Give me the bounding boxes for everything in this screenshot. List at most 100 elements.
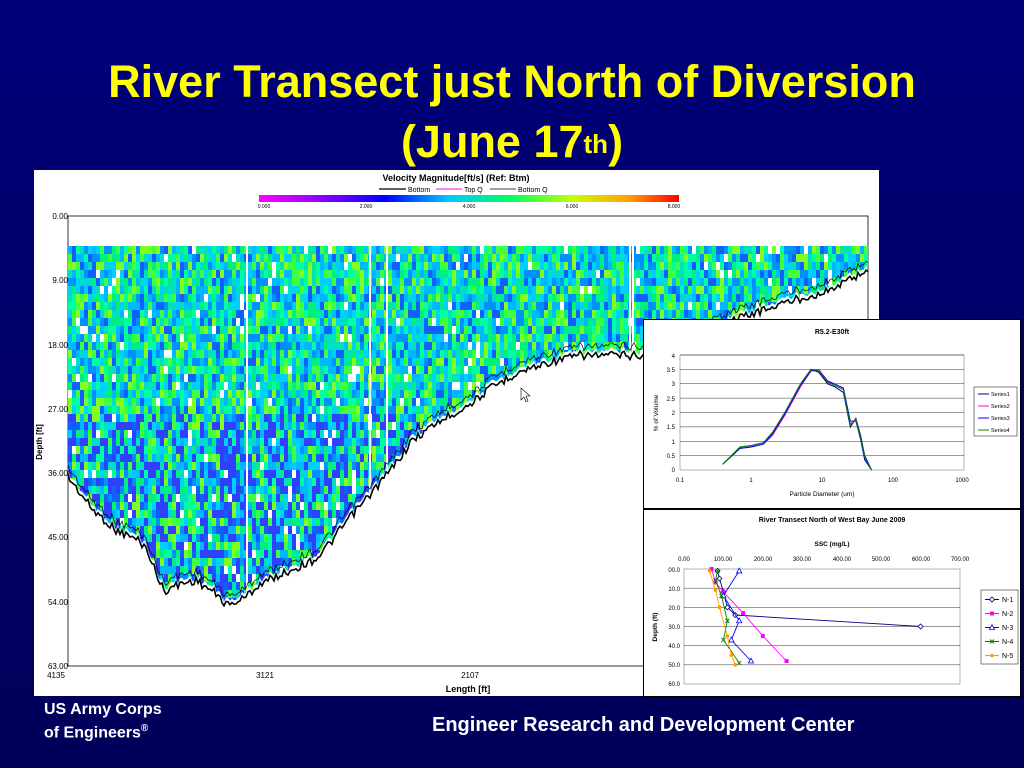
velocity-cell <box>96 454 100 462</box>
velocity-cell <box>180 278 184 286</box>
adcp-y-tick: 54.00 <box>48 598 69 607</box>
velocity-cell <box>240 382 244 390</box>
velocity-cell <box>260 494 264 502</box>
velocity-cell <box>356 494 360 502</box>
velocity-cell <box>416 294 420 302</box>
velocity-cell <box>152 414 156 422</box>
velocity-cell <box>292 326 296 334</box>
velocity-cell <box>96 478 100 486</box>
velocity-cell <box>108 302 112 310</box>
velocity-cell <box>148 334 152 342</box>
velocity-cell <box>416 310 420 318</box>
velocity-cell <box>428 414 432 422</box>
velocity-cell <box>348 422 352 430</box>
velocity-cell <box>284 446 288 454</box>
velocity-cell <box>340 286 344 294</box>
velocity-cell <box>108 342 112 350</box>
velocity-cell <box>164 350 168 358</box>
velocity-cell <box>392 246 396 254</box>
velocity-cell <box>296 262 300 270</box>
velocity-cell <box>112 502 116 510</box>
velocity-cell <box>276 342 280 350</box>
velocity-cell <box>388 414 392 422</box>
velocity-cell <box>216 518 220 526</box>
velocity-cell <box>312 510 316 518</box>
velocity-cell <box>340 470 344 478</box>
velocity-cell <box>136 414 140 422</box>
velocity-cell <box>180 254 184 262</box>
velocity-cell <box>144 350 148 358</box>
velocity-cell <box>416 286 420 294</box>
velocity-cell <box>336 414 340 422</box>
velocity-cell <box>272 358 276 366</box>
velocity-cell <box>156 510 160 518</box>
velocity-cell <box>352 478 356 486</box>
velocity-cell <box>252 318 256 326</box>
velocity-cell <box>344 334 348 342</box>
velocity-cell <box>144 262 148 270</box>
velocity-cell <box>280 494 284 502</box>
velocity-cell <box>432 254 436 262</box>
velocity-cell <box>100 422 104 430</box>
velocity-cell <box>164 374 168 382</box>
velocity-cell <box>120 310 124 318</box>
velocity-cell <box>220 278 224 286</box>
velocity-cell <box>236 302 240 310</box>
velocity-cell <box>120 430 124 438</box>
velocity-cell <box>352 502 356 510</box>
velocity-cell <box>316 502 320 510</box>
velocity-cell <box>324 502 328 510</box>
velocity-cell <box>236 334 240 342</box>
velocity-cell <box>180 566 184 574</box>
velocity-cell <box>304 510 308 518</box>
velocity-cell <box>120 470 124 478</box>
velocity-cell <box>228 502 232 510</box>
velocity-cell <box>148 470 152 478</box>
velocity-cell <box>292 294 296 302</box>
velocity-cell <box>272 318 276 326</box>
velocity-cell <box>180 534 184 542</box>
velocity-cell <box>308 262 312 270</box>
velocity-cell <box>268 566 272 574</box>
velocity-cell <box>88 398 92 406</box>
velocity-cell <box>376 446 380 454</box>
velocity-cell <box>212 438 216 446</box>
velocity-cell <box>164 262 168 270</box>
velocity-cell <box>428 406 432 414</box>
velocity-cell <box>200 262 204 270</box>
velocity-cell <box>288 294 292 302</box>
velocity-cell <box>120 286 124 294</box>
velocity-cell <box>120 366 124 374</box>
velocity-cell <box>292 358 296 366</box>
velocity-cell <box>280 342 284 350</box>
velocity-cell <box>212 246 216 254</box>
velocity-cell <box>396 294 400 302</box>
velocity-cell <box>208 334 212 342</box>
velocity-cell <box>280 254 284 262</box>
velocity-cell <box>212 414 216 422</box>
velocity-cell <box>364 406 368 414</box>
velocity-cell <box>88 326 92 334</box>
velocity-cell <box>168 566 172 574</box>
velocity-cell <box>304 462 308 470</box>
velocity-cell <box>220 526 224 534</box>
velocity-cell <box>328 486 332 494</box>
velocity-cell <box>424 406 428 414</box>
velocity-cell <box>164 342 168 350</box>
velocity-cell <box>148 254 152 262</box>
velocity-cell <box>192 270 196 278</box>
velocity-cell <box>84 390 88 398</box>
velocity-cell <box>140 446 144 454</box>
velocity-cell <box>208 398 212 406</box>
velocity-cell <box>284 558 288 566</box>
velocity-cell <box>128 318 132 326</box>
velocity-cell <box>180 526 184 534</box>
velocity-cell <box>348 358 352 366</box>
velocity-cell <box>424 366 428 374</box>
velocity-cell <box>440 342 444 350</box>
velocity-cell <box>236 422 240 430</box>
velocity-cell <box>216 470 220 478</box>
velocity-cell <box>148 350 152 358</box>
velocity-cell <box>232 542 236 550</box>
velocity-cell <box>136 470 140 478</box>
